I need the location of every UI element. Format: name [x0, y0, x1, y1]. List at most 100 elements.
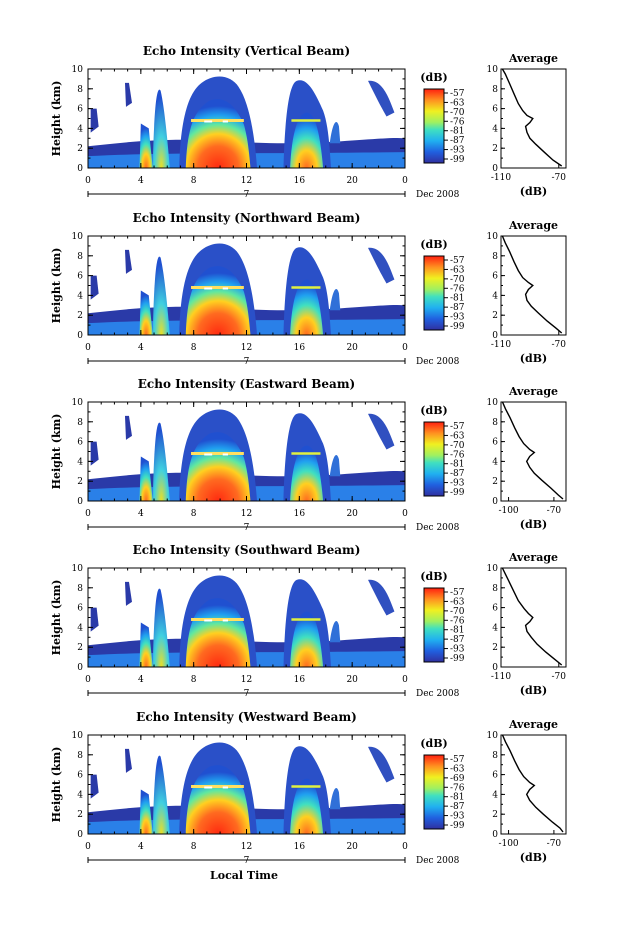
profile-x-tick-label: -70 — [547, 506, 562, 516]
panel-title: Echo Intensity (Eastward Beam) — [138, 377, 355, 391]
y-axis-label: Height (km) — [50, 580, 63, 656]
panel-title: Echo Intensity (Southward Beam) — [133, 543, 361, 557]
echo-fragment — [90, 441, 99, 466]
y-tick-label: 4 — [77, 124, 83, 134]
x-tick-label: 8 — [191, 675, 197, 685]
colorbar-tick-label: -87 — [450, 635, 465, 645]
x-tick-label: 16 — [294, 343, 306, 353]
date-month-label: Dec 2008 — [416, 357, 460, 367]
date-day-label: 7 — [244, 856, 250, 866]
profile-line — [501, 734, 564, 833]
y-tick-label: 2 — [77, 144, 83, 154]
colorbar-tick-label: -76 — [450, 616, 465, 626]
panel-1: Echo Intensity (Vertical Beam) 0 2 4 6 8 10 Hei… — [50, 44, 567, 200]
profile-x-tick-label: -110 — [491, 340, 511, 350]
profile-y-tick-label: 6 — [492, 604, 498, 614]
profile-y-tick-label: 4 — [492, 291, 498, 301]
y-axis-label: Height (km) — [50, 414, 63, 490]
colorbar-tick-label: -81 — [450, 294, 465, 304]
colorbar-tick-label: -63 — [450, 597, 465, 607]
colorbar-tick-label: -57 — [450, 256, 465, 266]
profile-y-tick-label: 10 — [487, 232, 499, 242]
main-event-core — [185, 266, 251, 335]
colorbar-tick-label: -93 — [450, 313, 465, 323]
heatmap — [88, 243, 405, 335]
echo-tower — [329, 454, 341, 477]
echo-fragment — [90, 108, 99, 133]
x-tick-label: 0 — [402, 509, 408, 519]
echo-fragment — [368, 746, 395, 783]
profile-title: Average — [508, 385, 558, 398]
profile-y-tick-label: 10 — [487, 564, 499, 574]
date-month-label: Dec 2008 — [416, 856, 460, 866]
second-event-core — [290, 279, 324, 335]
echo-fragment — [90, 275, 99, 300]
x-tick-label: 12 — [241, 675, 252, 685]
profile-y-tick-label: 6 — [492, 771, 498, 781]
second-event-core — [290, 611, 324, 667]
y-tick-label: 2 — [77, 311, 83, 321]
colorbar-tick-label: -81 — [450, 793, 465, 803]
echo-fragment — [90, 607, 99, 632]
profile-y-tick-label: 10 — [487, 731, 499, 741]
x-tick-label: 20 — [346, 675, 358, 685]
x-tick-label: 0 — [402, 842, 408, 852]
y-tick-label: 10 — [72, 232, 84, 242]
echo-tower — [139, 123, 153, 168]
colorbar — [423, 88, 445, 164]
x-tick-label: 20 — [346, 842, 358, 852]
profile-title: Average — [508, 219, 558, 232]
profile-y-tick-label: 8 — [492, 584, 498, 594]
profile-y-tick-label: 8 — [492, 85, 498, 95]
y-tick-label: 0 — [77, 331, 83, 341]
echo-fragment — [368, 247, 395, 284]
colorbar-tick-label: -93 — [450, 812, 465, 822]
x-tick-label: 0 — [402, 176, 408, 186]
x-tick-label: 0 — [85, 675, 91, 685]
colorbar-tick-label: -70 — [450, 275, 465, 285]
colorbar-unit: (dB) — [420, 238, 447, 251]
x-tick-label: 0 — [402, 675, 408, 685]
profile-line — [501, 235, 563, 334]
profile-y-tick-label: 2 — [492, 643, 498, 653]
profile-y-tick-label: 4 — [492, 124, 498, 134]
profile-y-tick-label: 0 — [492, 663, 498, 673]
echo-tower — [139, 622, 153, 667]
profile-x-tick-label: -110 — [491, 672, 511, 682]
echo-fragment — [124, 415, 132, 440]
profile-title: Average — [508, 718, 558, 731]
colorbar-tick-label: -99 — [450, 155, 465, 165]
x-tick-label: 8 — [191, 176, 197, 186]
x-tick-label: 12 — [241, 176, 252, 186]
y-tick-label: 4 — [77, 790, 83, 800]
y-tick-label: 2 — [77, 477, 83, 487]
colorbar-tick-label: -76 — [450, 450, 465, 460]
profile-x-tick-label: -100 — [498, 506, 518, 516]
colorbar-tick-label: -99 — [450, 821, 465, 831]
echo-tower — [152, 89, 170, 168]
profile-x-tick-label: -70 — [552, 672, 567, 682]
profile-y-tick-label: 4 — [492, 457, 498, 467]
colorbar-unit: (dB) — [420, 71, 447, 84]
colorbar-tick-label: -99 — [450, 654, 465, 664]
colorbar-tick-label: -87 — [450, 802, 465, 812]
echo-tower — [329, 288, 341, 311]
profile-x-tick-label: -110 — [491, 173, 511, 183]
colorbar — [423, 255, 445, 331]
echo-tower — [152, 755, 170, 834]
x-tick-label: 4 — [138, 675, 144, 685]
x-tick-label: 12 — [241, 509, 252, 519]
y-tick-label: 10 — [72, 398, 84, 408]
profile-y-tick-label: 6 — [492, 105, 498, 115]
x-tick-label: 12 — [241, 343, 252, 353]
echo-fragment — [124, 581, 132, 606]
second-event-core — [290, 445, 324, 501]
profile-y-tick-label: 0 — [492, 331, 498, 341]
profile-x-label: (dB) — [520, 352, 547, 365]
echo-fragment — [368, 579, 395, 616]
x-tick-label: 4 — [138, 343, 144, 353]
echo-tower — [329, 620, 341, 643]
echo-tower — [152, 256, 170, 335]
x-tick-label: 4 — [138, 176, 144, 186]
heatmap — [88, 409, 405, 501]
